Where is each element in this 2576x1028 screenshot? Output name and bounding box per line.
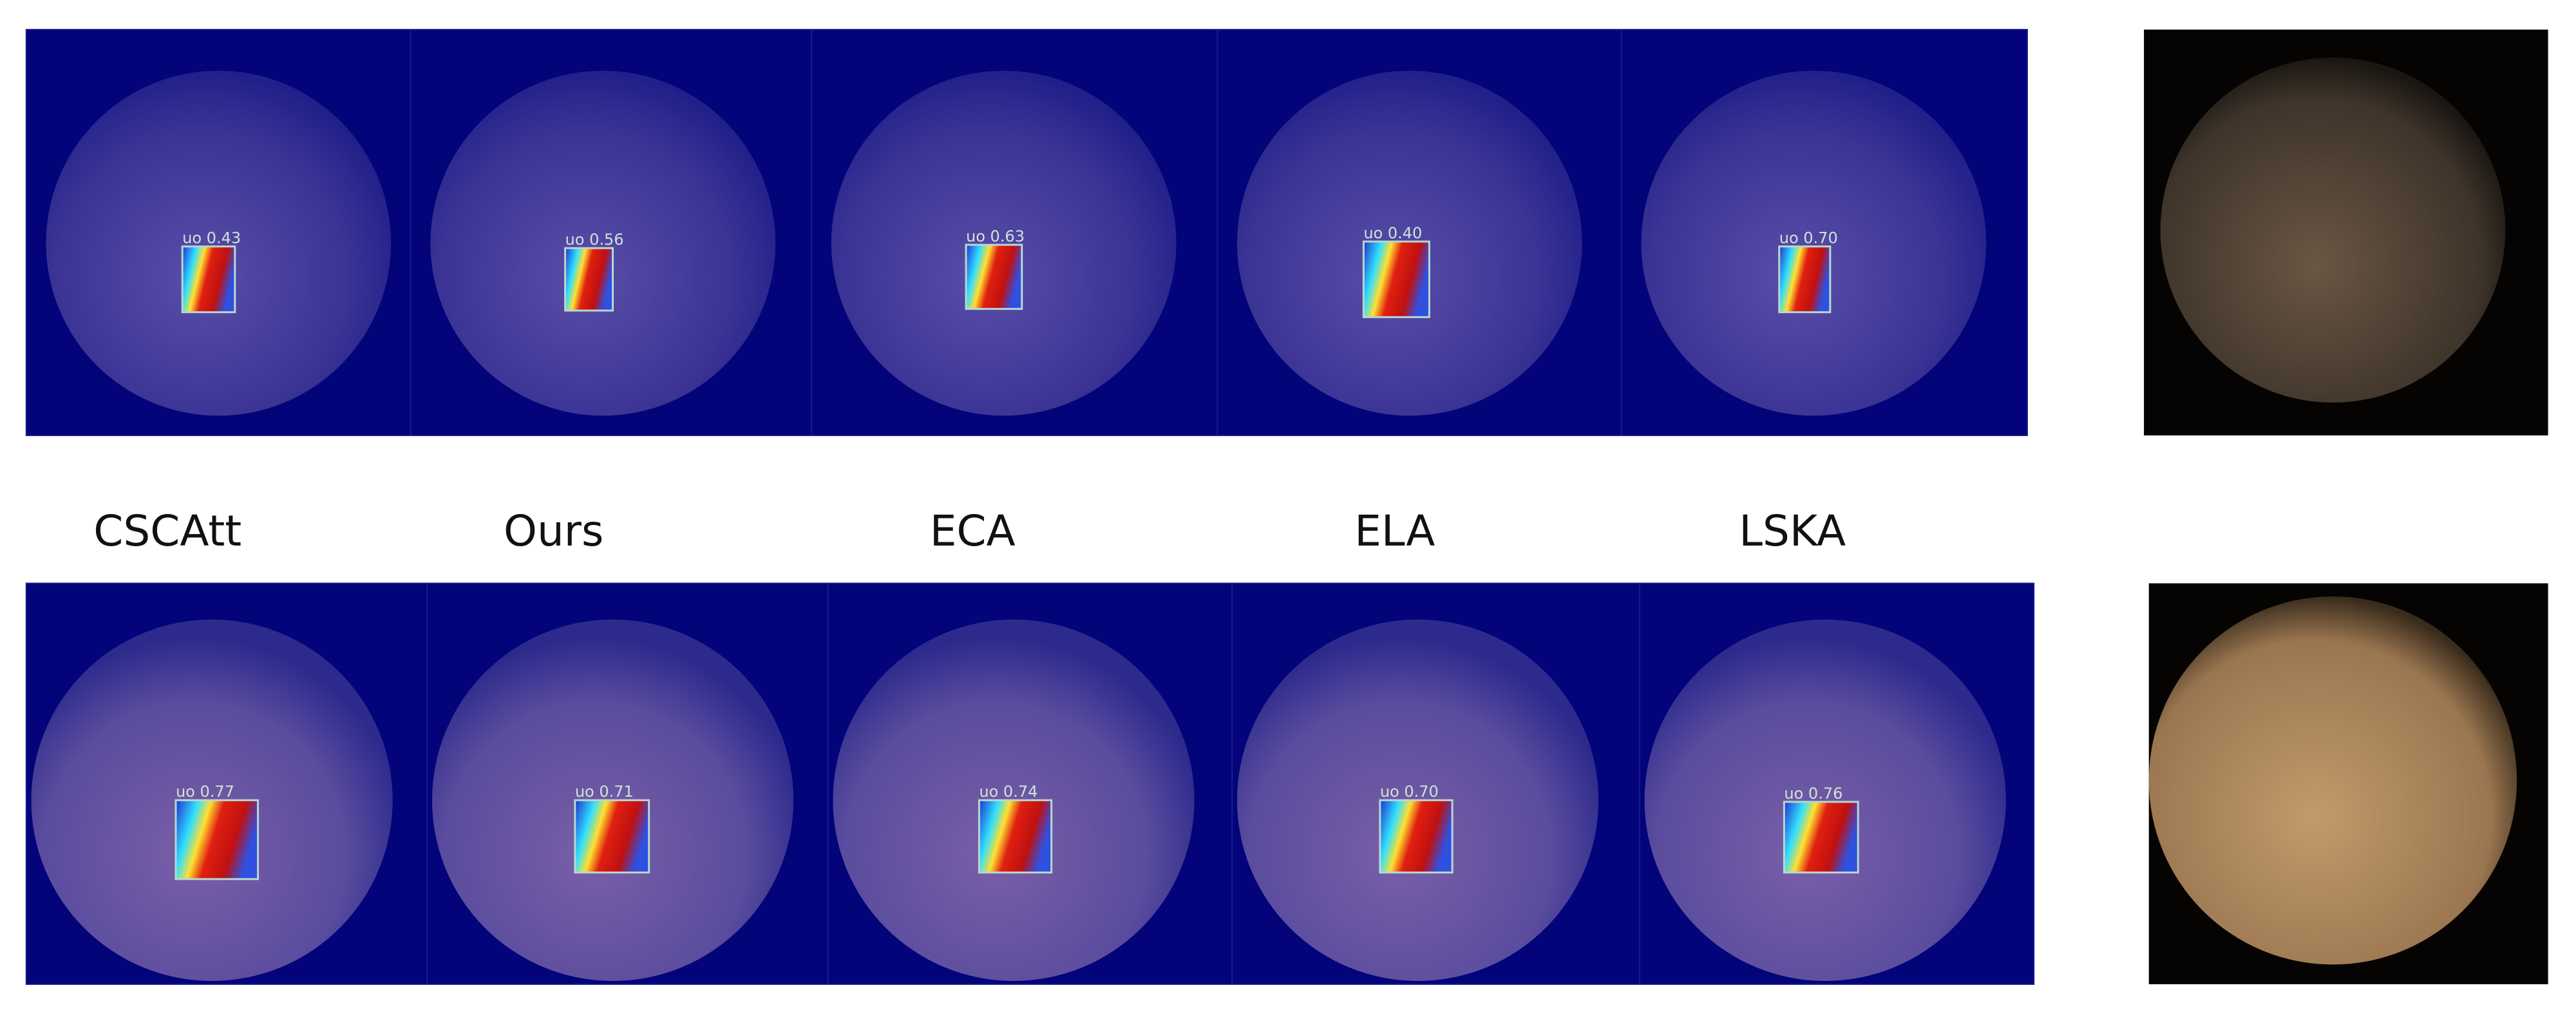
method-label: ECA — [930, 506, 1016, 556]
heatmap — [175, 799, 260, 880]
detection-label: uo 0.70 — [1779, 229, 1838, 247]
detection-label: uo 0.40 — [1363, 224, 1422, 242]
endoscope-view — [1641, 70, 1987, 416]
heatmap — [965, 243, 1023, 310]
detection-label: uo 0.43 — [182, 229, 241, 247]
heatmap — [1362, 240, 1430, 318]
detection-label: uo 0.77 — [176, 783, 234, 801]
heatmap — [564, 247, 614, 312]
heatmap — [1778, 245, 1832, 314]
method-label: Ours — [504, 506, 603, 556]
heatmap-row: uo 0.43 uo 0.56 uo 0.63 uo 0.40 uo 0.70 — [25, 28, 2548, 437]
endoscope-view — [46, 70, 392, 416]
heatmap — [1783, 801, 1859, 874]
heatmap — [574, 799, 650, 874]
method-label: LSKA — [1739, 506, 1846, 556]
method-label: CSCAtt — [93, 506, 242, 556]
detection-label: uo 0.71 — [575, 783, 634, 801]
heatmap — [978, 799, 1053, 874]
endoscope-view — [831, 70, 1177, 416]
detection-label: uo 0.70 — [1380, 783, 1439, 801]
detection-label: uo 0.76 — [1784, 785, 1842, 803]
detection-label: uo 0.74 — [979, 783, 1037, 801]
heatmap-row: uo 0.77 uo 0.71 uo 0.74 uo 0.70 uo 0.76 — [25, 582, 2548, 985]
detection-label: uo 0.56 — [565, 231, 624, 249]
endoscope-view — [430, 70, 776, 416]
method-label: ELA — [1354, 506, 1435, 556]
heatmap — [1379, 799, 1454, 874]
heatmap — [181, 245, 236, 314]
original-image — [2160, 57, 2506, 403]
original-image — [2148, 596, 2517, 965]
endoscope-view — [1644, 619, 2006, 981]
detection-label: uo 0.63 — [966, 227, 1025, 245]
